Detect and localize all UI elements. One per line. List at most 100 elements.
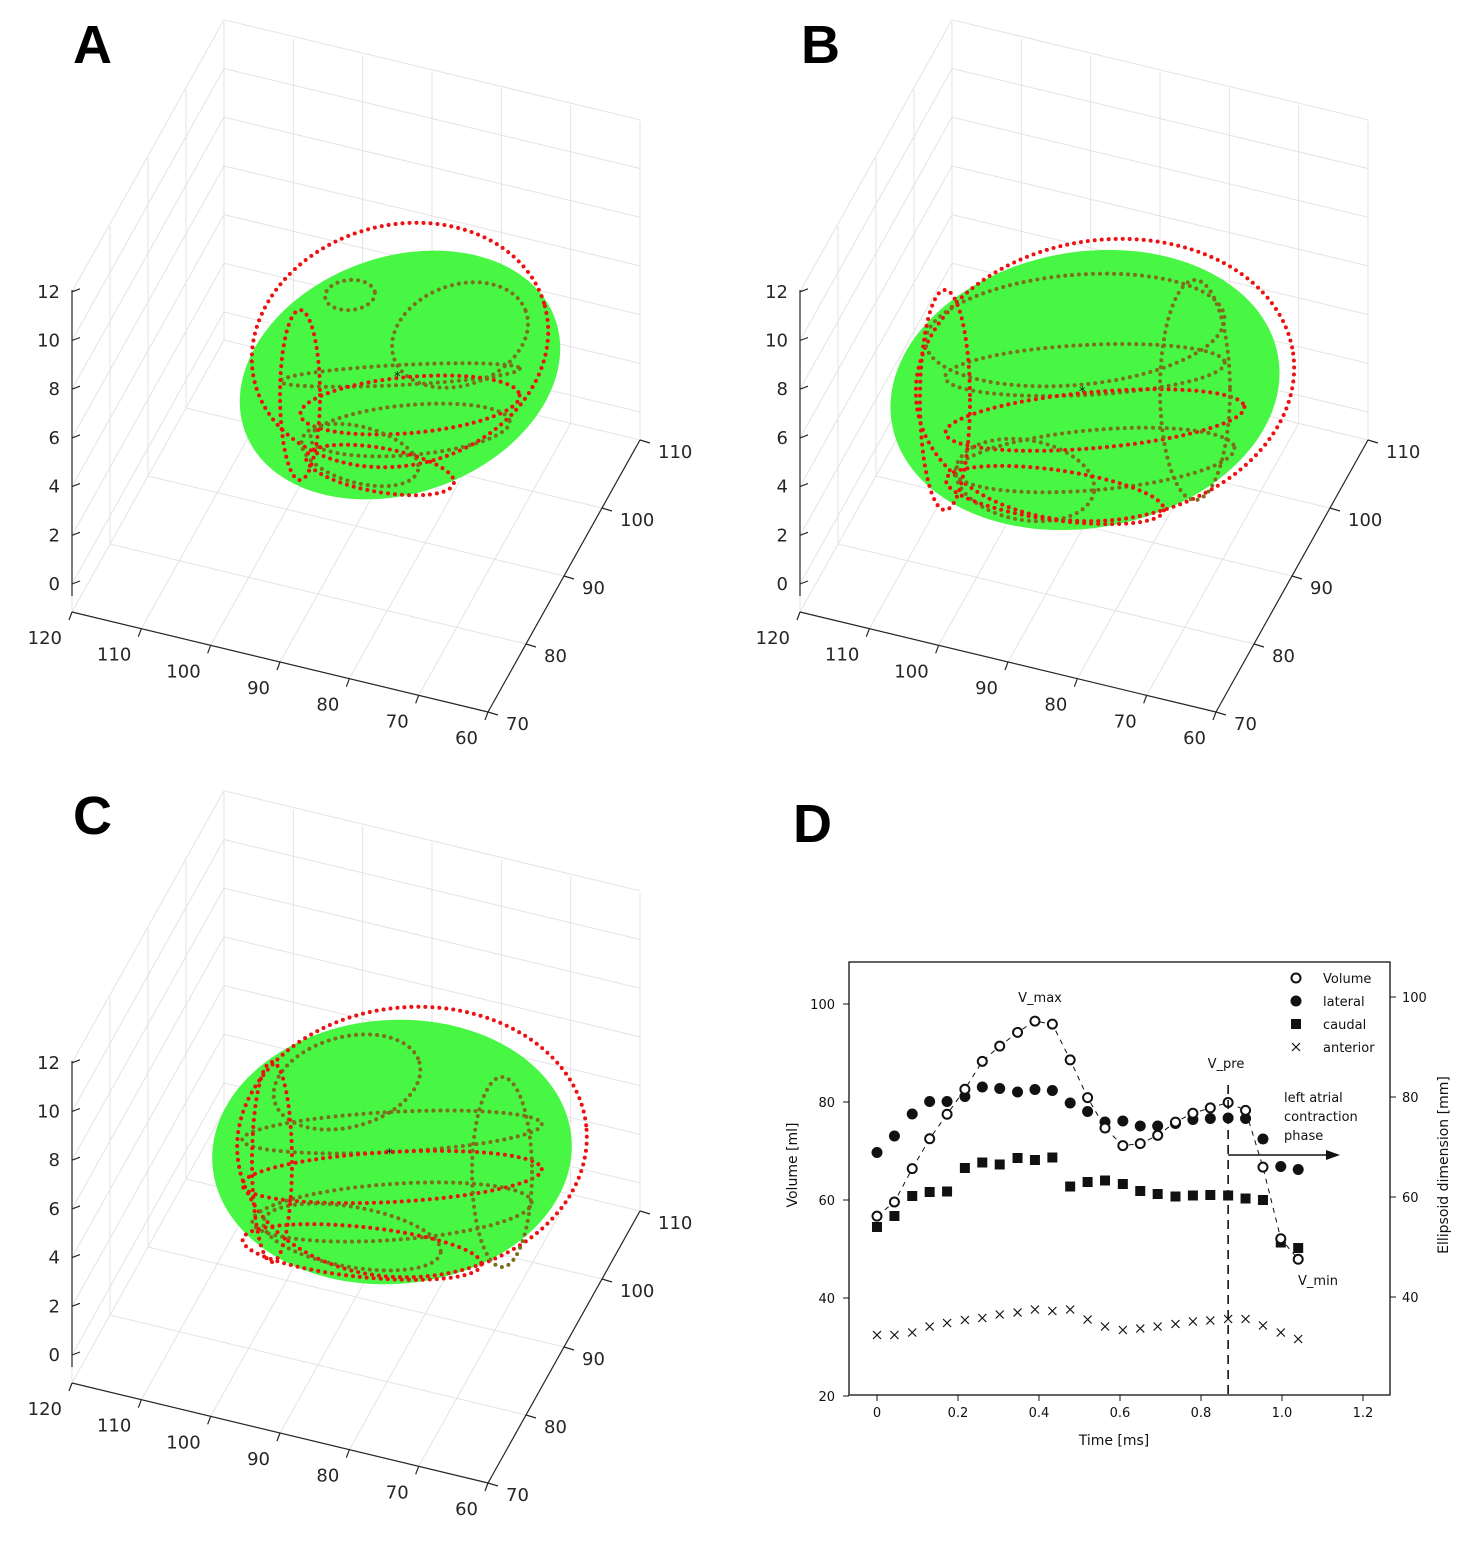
wall-gridline xyxy=(799,165,953,439)
wall-gridline xyxy=(71,214,225,487)
x-tick-label: 100 xyxy=(894,661,928,682)
y-tick xyxy=(1291,575,1303,580)
x-tick-label: 0.6 xyxy=(1110,1406,1131,1421)
y-tick-label: 80 xyxy=(544,1417,567,1438)
x-tick-label: 110 xyxy=(97,645,131,666)
x-tick xyxy=(415,695,420,704)
x-tick xyxy=(68,611,73,621)
wall-gridline xyxy=(71,116,225,390)
y-tick xyxy=(601,1278,613,1283)
x-tick xyxy=(1212,711,1217,721)
y-tick-label: 100 xyxy=(810,998,835,1013)
inner-contour-points xyxy=(953,436,1097,524)
z-tick xyxy=(799,288,809,293)
x-tick-label: 120 xyxy=(28,1399,62,1420)
inner-contour-points xyxy=(250,1180,534,1244)
y-right-axis-label: Ellipsoid dimension [mm] xyxy=(1436,1076,1452,1254)
x-tick xyxy=(484,1482,489,1492)
wall-gridline xyxy=(223,165,641,267)
data-point-anterior xyxy=(1241,1314,1250,1324)
y-tick xyxy=(639,1210,651,1215)
panel-label: C xyxy=(73,786,112,846)
legend-marker-volume xyxy=(1290,972,1302,984)
data-point-caudal xyxy=(1135,1186,1146,1196)
data-point-caudal xyxy=(1065,1181,1076,1192)
data-point-caudal xyxy=(1152,1189,1163,1199)
inner-contour-points xyxy=(923,271,1227,389)
z-tick-label: 6 xyxy=(49,1199,60,1220)
x-tick xyxy=(137,628,142,637)
x-tick-label: 110 xyxy=(825,645,859,666)
z-tick xyxy=(799,483,809,488)
red-contour-points xyxy=(304,442,456,498)
y-tick-label: 90 xyxy=(582,1349,605,1370)
wall-gridline xyxy=(71,19,225,293)
ellipsoid-surface xyxy=(890,249,1280,531)
z-tick-label: 0 xyxy=(49,574,60,595)
inner-contour-points xyxy=(278,361,522,389)
x-tick xyxy=(276,661,281,671)
phase-label: left atrial xyxy=(1284,1091,1343,1106)
data-point-lateral xyxy=(1152,1120,1164,1132)
data-point-lateral xyxy=(1117,1115,1129,1127)
floor-gridline xyxy=(147,1246,565,1348)
z-tick xyxy=(799,385,809,390)
z-tick xyxy=(71,1107,81,1113)
data-point-caudal xyxy=(942,1186,953,1197)
y-tick xyxy=(1329,507,1341,512)
y-right-tick-label: 60 xyxy=(1402,1191,1419,1206)
v-pre-label: V_pre xyxy=(1208,1057,1245,1072)
v-min-label: V_min xyxy=(1298,1274,1338,1289)
red-contour-points xyxy=(918,288,972,512)
floor-gridline xyxy=(109,1314,527,1416)
red-contour-points xyxy=(298,373,522,437)
y-tick-label: 80 xyxy=(818,1096,835,1111)
x-tick xyxy=(1073,678,1078,687)
x-tick-label: 60 xyxy=(1183,728,1206,749)
y-tick-label: 70 xyxy=(1234,714,1257,735)
data-point-anterior xyxy=(960,1315,970,1325)
data-point-volume xyxy=(941,1108,953,1120)
red-contour-points xyxy=(240,1148,544,1206)
data-point-lateral xyxy=(1204,1113,1216,1124)
data-point-anterior xyxy=(1100,1322,1110,1331)
arrow-head-icon xyxy=(1326,1150,1340,1160)
y-tick xyxy=(1367,439,1379,444)
x-tick xyxy=(345,1449,350,1458)
x-tick xyxy=(137,1399,142,1408)
y-tick-label: 110 xyxy=(658,442,692,463)
y-tick xyxy=(487,1482,499,1487)
z-tick-label: 4 xyxy=(777,477,788,498)
inner-contour-points xyxy=(470,1075,534,1269)
y-tick-label: 70 xyxy=(506,714,529,735)
data-point-caudal xyxy=(872,1222,882,1232)
data-point-volume xyxy=(959,1083,971,1095)
data-point-volume xyxy=(1257,1161,1269,1173)
data-point-volume xyxy=(871,1210,883,1222)
center-marker: * xyxy=(1079,385,1086,400)
y-tick xyxy=(1253,643,1265,648)
y-tick-label: 60 xyxy=(818,1194,835,1209)
z-tick xyxy=(71,580,81,585)
x-tick xyxy=(68,1382,73,1392)
data-point-volume xyxy=(1240,1104,1252,1116)
y-tick xyxy=(1215,711,1227,716)
data-point-caudal xyxy=(994,1159,1005,1170)
panel-label: D xyxy=(793,794,832,854)
data-point-anterior xyxy=(1030,1305,1040,1314)
x-tick-label: 70 xyxy=(1114,711,1137,732)
wall-gridline xyxy=(223,19,641,121)
data-point-volume xyxy=(1204,1102,1216,1114)
x-tick xyxy=(207,645,212,654)
x-tick xyxy=(276,1432,281,1442)
red-contour-points xyxy=(913,236,1297,524)
x-tick-label: 120 xyxy=(756,628,790,649)
data-point-lateral xyxy=(994,1083,1006,1094)
wall-gridline xyxy=(799,68,953,341)
data-point-lateral xyxy=(1012,1086,1024,1098)
data-point-lateral xyxy=(941,1096,953,1107)
z-tick xyxy=(799,336,809,342)
z-tick-label: 8 xyxy=(777,379,788,400)
panel-a: 0 2 4 6 8 10 12 120 110 100 90 80 70 60 70 80 90 100 110 * A xyxy=(28,15,693,749)
